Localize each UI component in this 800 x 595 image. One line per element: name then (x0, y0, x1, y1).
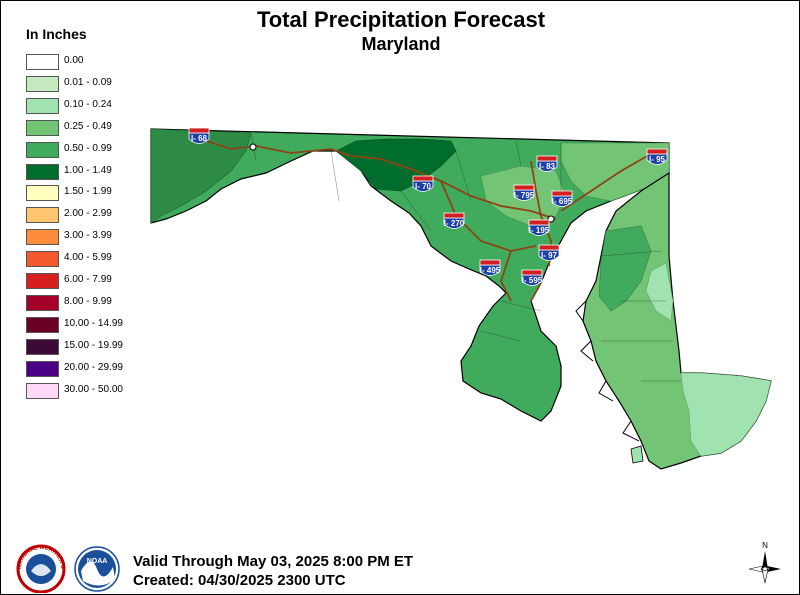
legend-title: In Inches (26, 26, 87, 42)
legend-label: 0.01 - 0.09 (64, 76, 112, 88)
legend-label: 30.00 - 50.00 (64, 383, 123, 395)
highway-label: I- 68 (191, 134, 208, 143)
highway-label: I- 595 (522, 276, 543, 285)
legend-label: 0.10 - 0.24 (64, 98, 112, 110)
highway-label: I- 70 (415, 182, 432, 191)
created-text: Created: 04/30/2025 2300 UTC (133, 572, 346, 589)
legend-label: 8.00 - 9.99 (64, 295, 112, 307)
highway-shield: I- 195 (528, 219, 550, 236)
highway-label: I- 95 (649, 155, 666, 164)
legend-label: 1.00 - 1.49 (64, 164, 112, 176)
highway-shield: I- 68 (188, 127, 210, 144)
legend-swatch (26, 382, 59, 399)
legend-swatch (26, 75, 59, 92)
legend-label: 2.00 - 2.99 (64, 208, 112, 220)
legend-swatch (26, 97, 59, 114)
noaa-logo-text: NOAA (87, 558, 108, 565)
noaa-logo-icon: NOAA (74, 546, 120, 592)
smith-island (630, 445, 644, 464)
north-arrow-icon: N (748, 541, 781, 584)
legend-swatch (26, 316, 59, 333)
page-subtitle: Maryland (361, 34, 441, 54)
highway-label: I- 83 (539, 162, 556, 171)
highway-shield: I- 795 (513, 184, 535, 201)
highway-label: I- 270 (444, 219, 465, 228)
legend-label: 10.00 - 14.99 (64, 317, 123, 329)
legend-swatch (26, 229, 59, 246)
highway-shield: I- 695 (551, 190, 573, 207)
highway-shield: I- 495 (479, 259, 501, 276)
legend-swatch (26, 54, 59, 70)
legend-swatch (26, 294, 59, 311)
nws-logo-icon: NATIONAL WEATHER SERVICE (13, 541, 66, 593)
legend-label: 0.00 (64, 55, 84, 66)
highway-label: I- 695 (552, 197, 573, 206)
legend-label: 1.50 - 1.99 (64, 186, 112, 198)
legend-label: 4.00 - 5.99 (64, 252, 112, 264)
legend-swatch (26, 338, 59, 355)
legend-label: 0.25 - 0.49 (64, 120, 112, 132)
legend-label: 20.00 - 29.99 (64, 361, 123, 373)
highway-network (190, 135, 657, 302)
legend-label: 6.00 - 7.99 (64, 274, 112, 285)
highway-shield: I- 95 (646, 148, 668, 165)
legend-label: 15.00 - 19.99 (64, 339, 123, 351)
highway-shield: I- 595 (521, 269, 543, 286)
legend-label: 3.00 - 3.99 (64, 230, 112, 242)
legend-swatch (26, 273, 59, 289)
highway-label: I- 795 (514, 191, 535, 200)
highway-shield: I- 97 (538, 244, 560, 261)
frederick-heavy-band (335, 138, 457, 192)
legend-swatch (26, 119, 59, 136)
legend-swatch (26, 141, 59, 158)
highway-shield: I- 70 (412, 175, 434, 192)
city-marker-baltimore (547, 215, 555, 223)
page-title: Total Precipitation Forecast (256, 7, 546, 32)
city-marker-cumberland (249, 143, 257, 151)
legend-swatch (26, 251, 59, 268)
lower-shore-light-band (680, 372, 772, 457)
highway-label: I- 195 (529, 226, 550, 235)
caroline-light-band (645, 262, 674, 322)
north-label: N (762, 541, 768, 550)
legend-swatch (26, 185, 59, 202)
legend-swatch (26, 360, 59, 377)
legend-label: 0.50 - 0.99 (64, 142, 112, 154)
chesapeake-shore-detail (575, 300, 640, 442)
harford-cecil-region (560, 142, 670, 202)
valid-through-text: Valid Through May 03, 2025 8:00 PM ET (133, 553, 414, 570)
highway-label: I- 97 (541, 251, 558, 260)
legend-swatch (26, 207, 59, 224)
highway-label: I- 495 (480, 266, 501, 275)
garrett-county-band (150, 128, 252, 224)
legend-swatch (26, 163, 59, 180)
highway-shield: I- 83 (536, 155, 558, 172)
highway-shield: I- 270 (443, 212, 465, 229)
